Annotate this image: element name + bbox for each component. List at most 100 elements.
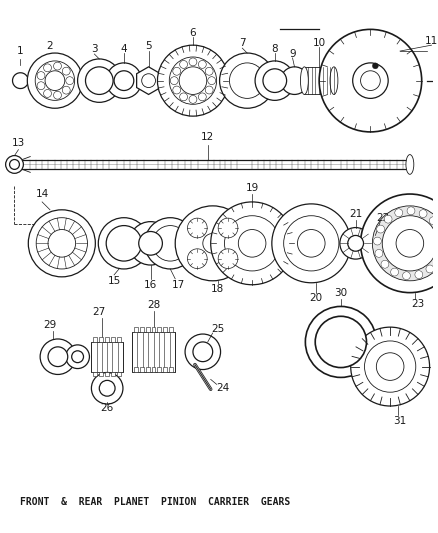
Circle shape	[381, 260, 389, 268]
Circle shape	[99, 381, 115, 396]
Text: 6: 6	[190, 28, 196, 38]
Circle shape	[218, 249, 238, 269]
Circle shape	[28, 210, 95, 277]
Circle shape	[376, 353, 404, 381]
Bar	[140, 367, 144, 372]
Text: 14: 14	[35, 189, 49, 199]
Circle shape	[305, 306, 376, 377]
Circle shape	[426, 265, 434, 273]
Circle shape	[40, 339, 76, 375]
Circle shape	[211, 202, 293, 285]
Circle shape	[44, 90, 52, 98]
Circle shape	[78, 59, 121, 102]
Circle shape	[395, 209, 403, 217]
Circle shape	[179, 67, 207, 94]
Text: 15: 15	[107, 276, 121, 286]
Circle shape	[203, 233, 223, 253]
Circle shape	[230, 63, 265, 99]
Bar	[163, 327, 167, 332]
Circle shape	[180, 93, 187, 101]
Circle shape	[145, 217, 196, 269]
Text: 31: 31	[393, 416, 406, 426]
Circle shape	[375, 249, 383, 257]
Circle shape	[198, 60, 206, 68]
Circle shape	[180, 60, 187, 68]
Text: 16: 16	[144, 280, 157, 290]
Text: 23: 23	[411, 300, 424, 310]
Circle shape	[27, 53, 82, 108]
Circle shape	[189, 58, 197, 66]
Circle shape	[10, 159, 19, 169]
Text: 30: 30	[334, 288, 347, 297]
Circle shape	[391, 268, 399, 276]
Bar	[145, 367, 149, 372]
Text: 9: 9	[289, 49, 296, 59]
Circle shape	[372, 63, 378, 69]
Text: 1: 1	[17, 46, 24, 56]
Bar	[99, 337, 103, 342]
Circle shape	[348, 236, 364, 251]
Text: 17: 17	[172, 280, 185, 290]
Circle shape	[37, 71, 45, 79]
Text: 12: 12	[201, 132, 214, 142]
Text: 3: 3	[91, 44, 98, 54]
Circle shape	[382, 216, 438, 271]
Circle shape	[205, 86, 213, 94]
Bar	[111, 337, 115, 342]
Circle shape	[360, 71, 380, 91]
Circle shape	[129, 222, 172, 265]
Circle shape	[198, 93, 206, 101]
Text: 7: 7	[239, 38, 246, 48]
Circle shape	[284, 216, 339, 271]
Circle shape	[372, 206, 438, 281]
Circle shape	[272, 204, 351, 283]
Bar	[105, 337, 109, 342]
Text: 5: 5	[145, 41, 152, 51]
Bar	[152, 327, 155, 332]
Circle shape	[193, 342, 213, 362]
Circle shape	[218, 218, 238, 238]
Circle shape	[384, 215, 392, 223]
Bar	[99, 372, 103, 376]
Text: 18: 18	[211, 284, 224, 294]
Circle shape	[106, 225, 141, 261]
Circle shape	[53, 62, 61, 70]
Circle shape	[35, 61, 74, 100]
Circle shape	[158, 45, 229, 116]
Text: 11: 11	[425, 36, 438, 46]
Text: 28: 28	[147, 301, 160, 310]
Bar	[140, 327, 144, 332]
Circle shape	[340, 228, 371, 259]
Bar	[170, 367, 173, 372]
Bar	[92, 342, 123, 372]
Circle shape	[106, 63, 141, 99]
Text: 20: 20	[310, 293, 323, 303]
Circle shape	[72, 351, 84, 362]
Circle shape	[170, 57, 217, 104]
Circle shape	[44, 64, 52, 72]
Bar	[132, 332, 175, 372]
Circle shape	[189, 95, 197, 103]
Text: 22: 22	[377, 213, 390, 223]
Text: 24: 24	[216, 383, 229, 393]
Text: 26: 26	[101, 403, 114, 413]
Circle shape	[53, 91, 61, 99]
Circle shape	[407, 207, 415, 215]
Circle shape	[185, 334, 221, 369]
Bar	[93, 337, 97, 342]
Circle shape	[173, 86, 181, 94]
Circle shape	[66, 345, 89, 368]
Circle shape	[62, 86, 70, 94]
Circle shape	[208, 77, 215, 85]
Circle shape	[353, 63, 388, 99]
Circle shape	[403, 272, 410, 280]
Bar	[158, 327, 162, 332]
Circle shape	[434, 256, 438, 263]
Circle shape	[419, 209, 427, 217]
Circle shape	[173, 67, 181, 75]
Circle shape	[6, 156, 23, 173]
Circle shape	[170, 77, 178, 85]
Circle shape	[319, 29, 422, 132]
Bar	[304, 67, 334, 94]
Circle shape	[281, 67, 308, 94]
